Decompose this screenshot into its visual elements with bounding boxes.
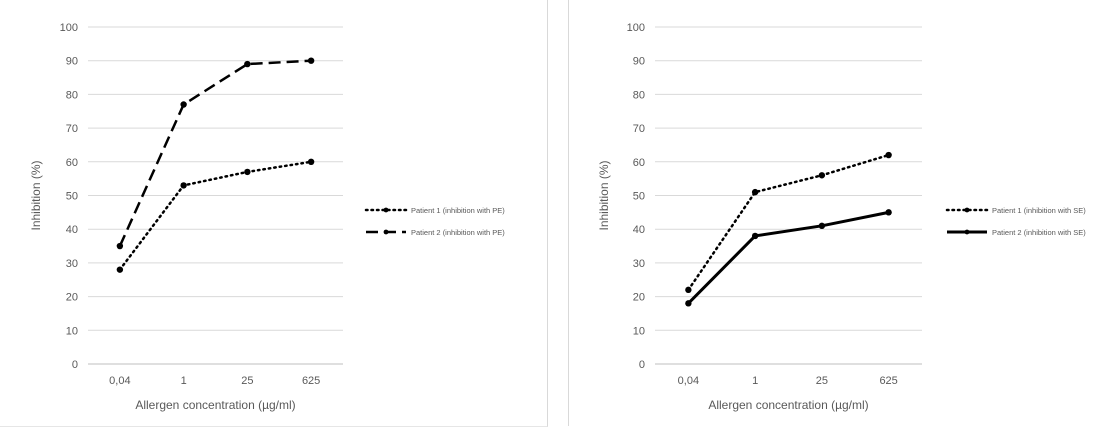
x-axis-title: Allergen concentration (µg/ml) [135, 398, 295, 412]
x-tick-label: 1 [181, 375, 187, 387]
data-point-patient-1 [244, 168, 251, 176]
legend-label-patient-2: Patient 2 (inhibition with PE) [411, 228, 505, 237]
data-point-patient-2 [885, 209, 892, 216]
data-point-patient-2 [818, 222, 826, 230]
y-tick-label: 60 [633, 157, 645, 169]
chart-panel-left: 0 10 20 30 40 50 60 70 80 90 100 0,04 1 25 625 Allergen… [0, 0, 548, 427]
x-axis-title: Allergen concentration (µg/ml) [708, 398, 868, 412]
line-chart-se: 0 10 20 30 40 50 60 70 80 90 100 0,04 1 25 625 Allergen… [597, 22, 1086, 412]
y-tick-label: 0 [639, 359, 645, 371]
y-tick-label: 80 [66, 89, 78, 101]
y-axis-title: Inhibition (%) [597, 160, 611, 230]
y-axis-title: Inhibition (%) [29, 160, 43, 230]
y-tick-label: 30 [66, 258, 78, 270]
data-point-patient-2 [751, 232, 759, 240]
y-tick-label: 90 [633, 56, 645, 68]
series-line-patient-1 [687, 153, 890, 292]
legend-label-patient-2: Patient 2 (inhibition with SE) [992, 228, 1086, 237]
data-point-patient-1 [180, 182, 187, 189]
series-line-patient-2 [687, 210, 889, 305]
x-tick-label: 0,04 [678, 375, 699, 387]
data-point-patient-1 [885, 151, 892, 159]
x-tick-label: 625 [302, 375, 320, 387]
chart-panel-right: 0 10 20 30 40 50 60 70 80 90 100 0,04 1 25 625 Allergen… [568, 0, 1113, 426]
data-point-patient-2 [685, 300, 692, 307]
y-tick-label: 80 [633, 89, 645, 101]
x-tick-label: 0,04 [109, 375, 130, 387]
y-tick-label: 70 [66, 123, 78, 135]
data-point-patient-2 [116, 242, 124, 250]
data-point-patient-1 [751, 188, 759, 196]
y-tick-label: 50 [633, 191, 645, 203]
legend-marker-patient-2 [383, 229, 389, 235]
x-tick-label: 25 [816, 375, 828, 387]
y-tick-label: 0 [72, 359, 78, 371]
series-line-patient-1 [118, 160, 313, 271]
line-chart-pe: 0 10 20 30 40 50 60 70 80 90 100 0,04 1 25 625 Allergen… [29, 22, 505, 412]
legend-marker-patient-1 [964, 207, 970, 213]
x-tick-label: 1 [752, 375, 758, 387]
y-tick-label: 20 [633, 292, 645, 304]
y-tick-label: 90 [66, 56, 78, 68]
data-point-patient-1 [116, 266, 124, 273]
legend-label-patient-1: Patient 1 (inhibition with SE) [992, 206, 1086, 215]
legend-label-patient-1: Patient 1 (inhibition with PE) [411, 206, 505, 215]
y-tick-label: 10 [66, 325, 78, 337]
data-point-patient-1 [818, 172, 826, 179]
y-tick-label: 10 [633, 325, 645, 337]
y-tick-label: 60 [66, 157, 78, 169]
y-tick-label: 20 [66, 292, 78, 304]
series-line-patient-2 [118, 59, 312, 247]
y-tick-label: 100 [60, 22, 78, 34]
legend-marker-patient-1 [383, 207, 389, 213]
data-point-patient-1 [685, 286, 692, 294]
x-tick-label: 25 [241, 375, 253, 387]
y-tick-label: 100 [627, 22, 645, 34]
legend-marker-patient-2 [964, 229, 970, 235]
data-point-patient-2 [244, 60, 251, 68]
y-tick-label: 40 [633, 224, 645, 236]
data-point-patient-2 [307, 57, 315, 64]
x-tick-label: 625 [879, 375, 897, 387]
y-tick-label: 50 [66, 191, 78, 203]
y-tick-label: 40 [66, 224, 78, 236]
y-tick-label: 30 [633, 258, 645, 270]
y-tick-label: 70 [633, 123, 645, 135]
data-point-patient-1 [307, 158, 315, 165]
data-point-patient-2 [180, 101, 187, 108]
